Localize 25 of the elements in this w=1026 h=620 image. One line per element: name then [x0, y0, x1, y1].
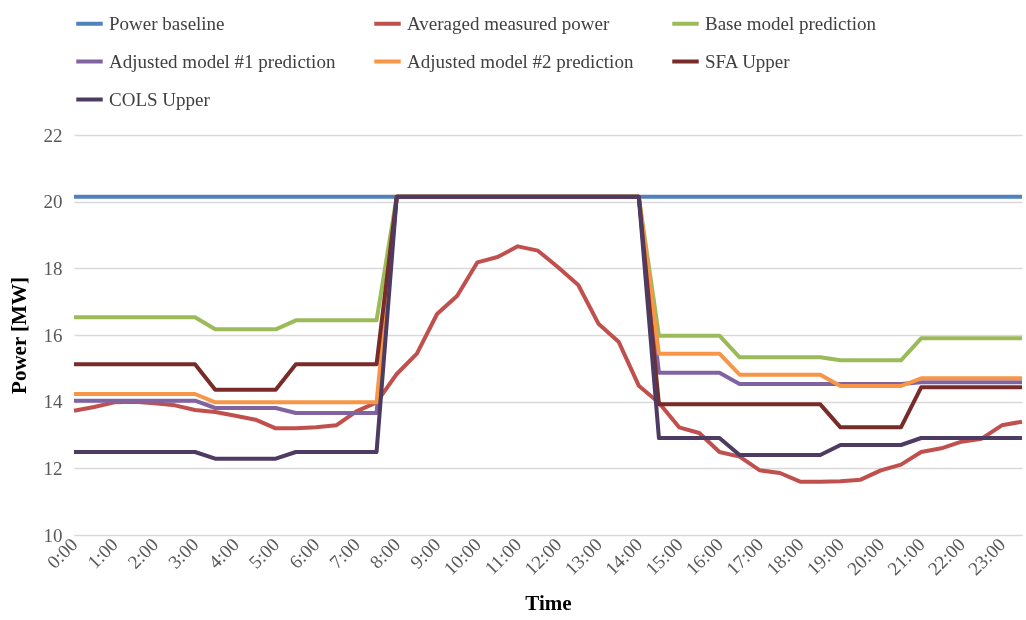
x-axis-title: Time: [525, 591, 572, 616]
y-tick-label: 22: [43, 124, 63, 146]
legend-label: Base model prediction: [705, 12, 877, 34]
x-tick-label: 5:00: [244, 533, 284, 573]
legend-label: COLS Upper: [109, 88, 211, 110]
y-tick-label: 14: [43, 391, 63, 413]
x-tick-label: 4:00: [204, 533, 243, 573]
x-tick-label: 3:00: [163, 533, 203, 573]
legend-label: Averaged measured power: [407, 12, 610, 34]
x-tick-label: 7:00: [325, 533, 364, 573]
x-tick-label: 1:00: [83, 533, 122, 573]
y-tick-label: 18: [43, 257, 63, 279]
legend-label: Adjusted model #2 prediction: [407, 50, 634, 72]
line-series: [72, 244, 1024, 484]
y-tick-label: 12: [43, 457, 63, 479]
y-tick-label: 20: [43, 191, 63, 213]
legend-label: SFA Upper: [705, 50, 791, 72]
x-tick-label: 2:00: [123, 533, 163, 573]
legend-label: Adjusted model #1 prediction: [109, 50, 336, 72]
x-tick-label: 6:00: [284, 533, 324, 573]
x-tick-label: 8:00: [365, 533, 405, 573]
legend-label: Power baseline: [109, 12, 225, 34]
y-axis-title: Power [MW]: [6, 277, 31, 394]
y-tick-label: 16: [43, 324, 63, 346]
x-tick-label: 9:00: [405, 533, 445, 573]
